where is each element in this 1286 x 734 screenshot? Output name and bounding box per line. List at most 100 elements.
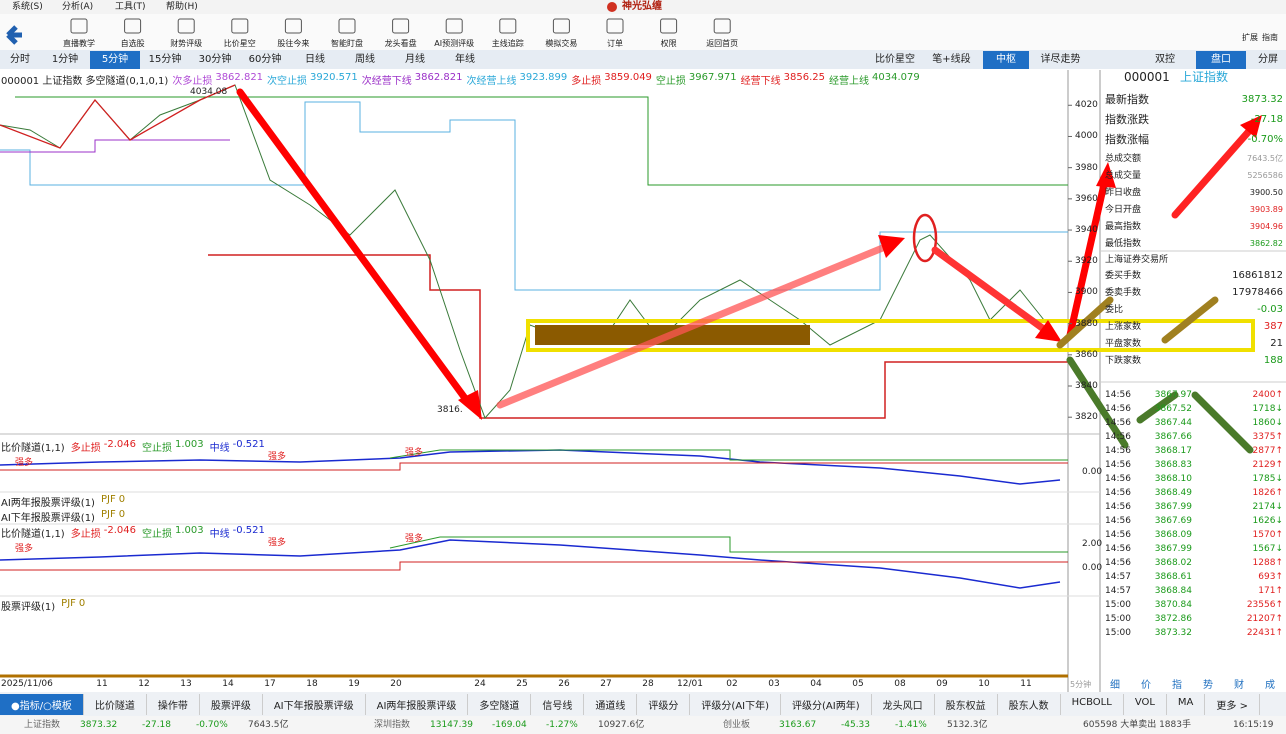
sub-line <box>0 539 1061 589</box>
trade-volume: 2129↑ <box>1252 460 1283 470</box>
bottom-tab[interactable]: HCBOLL <box>1061 694 1124 715</box>
trade-volume: 3375↑ <box>1252 432 1283 442</box>
order-label: 委买手数 <box>1105 271 1142 281</box>
x-tick-label: 11 <box>1020 679 1032 689</box>
bottom-tab[interactable]: 信号线 <box>531 694 585 715</box>
toolbar-icon <box>338 18 356 34</box>
legend-value: 3923.899 <box>519 72 568 83</box>
bottom-tab[interactable]: 操作带 <box>147 694 200 715</box>
tab[interactable]: 笔+线段 <box>932 54 971 65</box>
sub-panel-title: 比价隧道(1,1) <box>1 529 65 540</box>
toolbar-button[interactable]: AI预测评级 <box>434 39 475 48</box>
toolbar-link[interactable]: 扩展 <box>1242 33 1258 42</box>
quote-value: 3862.82 <box>1249 239 1283 248</box>
y-tick-label: 3880 <box>1075 318 1098 329</box>
arrows <box>236 88 1262 454</box>
y-tick-label: 3840 <box>1075 381 1098 391</box>
bottom-tab[interactable]: 评级分(AI下年) <box>690 694 782 715</box>
trade-volume: 1785↓ <box>1252 474 1283 484</box>
tab[interactable]: 5分钟 <box>101 54 129 65</box>
toolbar-button[interactable]: 主线追踪 <box>491 39 524 48</box>
side-tab[interactable]: 势 <box>1203 680 1213 691</box>
toolbar-button[interactable]: 股往今来 <box>277 39 310 48</box>
sub-line <box>0 462 1068 471</box>
bottom-tab[interactable]: 多空隧道 <box>468 694 532 715</box>
side-tab[interactable]: 指 <box>1172 680 1182 691</box>
toolbar-button[interactable]: 财势评级 <box>170 39 203 48</box>
peak-circle <box>912 213 938 263</box>
bottom-tab[interactable]: 比价隧道 <box>84 694 147 715</box>
bottom-tab[interactable]: VOL <box>1124 694 1167 715</box>
back-button[interactable] <box>6 25 22 45</box>
bottom-tab[interactable]: 通道线 <box>584 694 638 715</box>
menu-item[interactable]: 工具(T) <box>115 2 146 12</box>
toolbar-button[interactable]: 龙头看盘 <box>384 39 417 48</box>
trade-time: 14:56 <box>1105 390 1131 400</box>
toolbar-button[interactable]: 自选股 <box>120 39 145 48</box>
bottom-tab[interactable]: AI下年报股票评级 <box>263 694 366 715</box>
menu-item[interactable]: 帮助(H) <box>166 2 198 12</box>
tab[interactable]: 15分钟 <box>148 54 182 65</box>
y-tick-label: 3920 <box>1075 256 1098 267</box>
trade-price: 3868.49 <box>1154 488 1192 498</box>
bottom-tab[interactable]: 股东权益 <box>935 694 998 715</box>
tab[interactable]: 详尽走势 <box>1040 54 1081 65</box>
arrow <box>1191 391 1254 454</box>
tab[interactable]: 周线 <box>355 54 375 65</box>
toolbar-link[interactable]: 指南 <box>1262 33 1278 42</box>
legend-value: 3967.971 <box>688 72 737 83</box>
tab[interactable]: 30分钟 <box>198 54 232 65</box>
bottom-tab[interactable]: 更多 > <box>1205 694 1260 715</box>
tab[interactable]: 双控 <box>1155 54 1175 65</box>
menu-item[interactable]: 系统(S) <box>12 2 43 12</box>
tab[interactable]: 盘口 <box>1211 54 1231 65</box>
bottom-tab[interactable]: 龙头风口 <box>872 694 935 715</box>
bottom-tab[interactable]: 股东人数 <box>998 694 1061 715</box>
trade-volume: 1567↓ <box>1252 544 1283 554</box>
toolbar-button[interactable]: 订单 <box>607 39 623 48</box>
tab[interactable]: 比价星空 <box>875 54 915 65</box>
side-tab[interactable]: 细 <box>1110 680 1120 691</box>
toolbar-button[interactable]: 权限 <box>660 39 677 48</box>
toolbar-button[interactable]: 直播教学 <box>63 39 95 48</box>
signal-label: 强多 <box>405 448 424 458</box>
arrow <box>1066 356 1129 449</box>
arrow-head <box>1096 162 1116 188</box>
side-tab[interactable]: 财 <box>1234 680 1244 691</box>
toolbar-button[interactable]: 比价星空 <box>223 39 256 48</box>
x-tick-label: 28 <box>642 679 654 689</box>
bottom-tab[interactable]: 股票评级 <box>200 694 263 715</box>
legend-name: 次空止损 <box>267 76 308 87</box>
trade-time: 14:56 <box>1105 558 1131 568</box>
bottom-tab[interactable]: ●指标/○模板 <box>0 694 84 715</box>
order-value: 21 <box>1270 338 1283 349</box>
sub-legend-value: 1.003 <box>174 525 204 536</box>
legend-value: 3859.049 <box>604 72 652 83</box>
toolbar-button[interactable]: 智能盯盘 <box>331 39 363 48</box>
tab[interactable]: 中枢 <box>996 54 1016 65</box>
toolbar-icon <box>124 18 142 34</box>
menu-bar <box>0 0 1286 14</box>
tab[interactable]: 月线 <box>405 54 425 65</box>
tab[interactable]: 日线 <box>305 54 325 65</box>
bottom-tab[interactable]: AI两年报股票评级 <box>366 694 469 715</box>
side-tab[interactable]: 成 <box>1265 680 1275 691</box>
tab[interactable]: 分时 <box>10 54 30 65</box>
arrow <box>1161 296 1219 344</box>
legend-name: 次多止损 <box>172 76 213 87</box>
bottom-tab[interactable]: 评级分 <box>637 694 691 715</box>
toolbar-button[interactable]: 返回首页 <box>706 39 739 48</box>
tab[interactable]: 分屏 <box>1258 54 1278 65</box>
toolbar-button[interactable]: 模拟交易 <box>545 39 578 48</box>
tab[interactable]: 1分钟 <box>51 54 79 65</box>
bottom-tab[interactable]: MA <box>1167 694 1206 715</box>
menu-item[interactable]: 分析(A) <box>62 2 94 12</box>
bottom-tab[interactable]: 评级分(AI两年) <box>781 694 872 715</box>
signal-label: 强多 <box>15 544 34 554</box>
arrow-head <box>458 390 482 420</box>
side-tab[interactable]: 价 <box>1141 680 1151 691</box>
tab[interactable]: 60分钟 <box>248 54 282 65</box>
tab[interactable]: 年线 <box>455 54 475 65</box>
status-value: -1.41% <box>895 720 927 730</box>
